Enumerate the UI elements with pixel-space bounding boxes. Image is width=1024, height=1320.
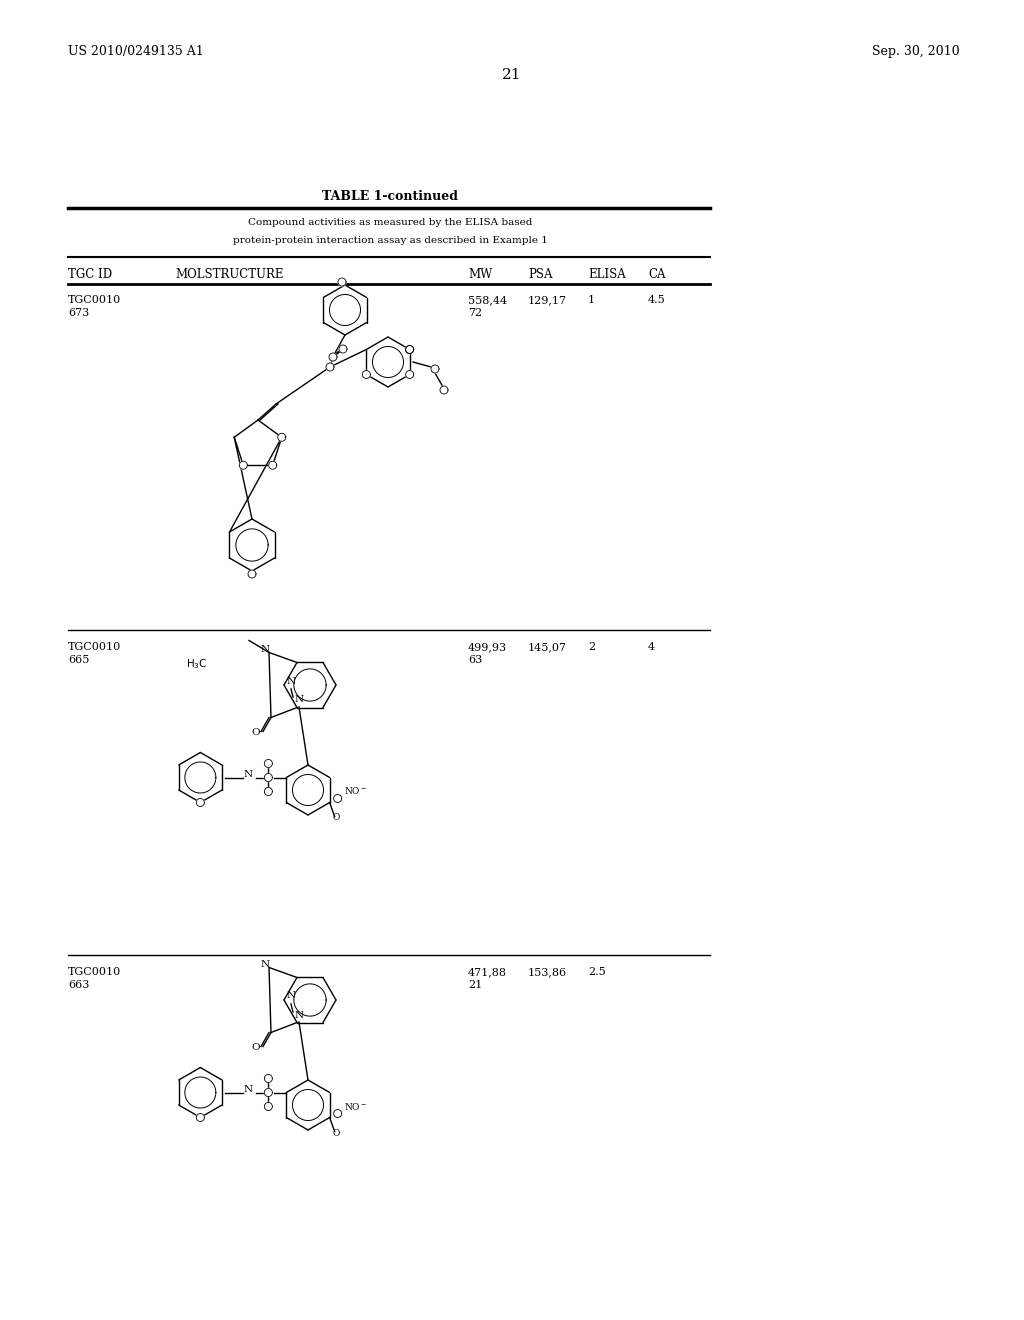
Text: 153,86: 153,86 [528, 968, 567, 977]
Text: N: N [244, 1085, 253, 1094]
Text: TGC0010: TGC0010 [68, 294, 121, 305]
Text: 21: 21 [502, 69, 522, 82]
Polygon shape [278, 433, 286, 441]
Text: 673: 673 [68, 308, 89, 318]
Text: O: O [333, 813, 340, 822]
Text: 558,44: 558,44 [468, 294, 507, 305]
Text: ELISA: ELISA [588, 268, 626, 281]
Polygon shape [264, 1102, 272, 1110]
Text: $\mathrm{H_3C}$: $\mathrm{H_3C}$ [186, 657, 208, 671]
Polygon shape [431, 366, 439, 374]
Polygon shape [264, 788, 272, 796]
Text: CA: CA [648, 268, 666, 281]
Text: N: N [295, 1011, 304, 1019]
Polygon shape [334, 1110, 342, 1118]
Text: NO$^-$: NO$^-$ [344, 785, 367, 796]
Text: 2: 2 [588, 642, 595, 652]
Text: 1: 1 [588, 294, 595, 305]
Polygon shape [264, 1074, 272, 1082]
Text: N: N [244, 770, 253, 779]
Text: 72: 72 [468, 308, 482, 318]
Polygon shape [406, 346, 414, 354]
Text: PSA: PSA [528, 268, 553, 281]
Text: TABLE 1-continued: TABLE 1-continued [322, 190, 458, 203]
Text: 21: 21 [468, 979, 482, 990]
Text: N: N [287, 991, 296, 1001]
Polygon shape [248, 570, 256, 578]
Text: US 2010/0249135 A1: US 2010/0249135 A1 [68, 45, 204, 58]
Polygon shape [329, 352, 337, 360]
Text: O: O [333, 1129, 340, 1138]
Text: TGC0010: TGC0010 [68, 968, 121, 977]
Text: 63: 63 [468, 655, 482, 665]
Text: MOLSTRUCTURE: MOLSTRUCTURE [175, 268, 284, 281]
Text: protein-protein interaction assay as described in Example 1: protein-protein interaction assay as des… [232, 236, 548, 246]
Text: Sep. 30, 2010: Sep. 30, 2010 [872, 45, 961, 58]
Text: 2.5: 2.5 [588, 968, 606, 977]
Text: 665: 665 [68, 655, 89, 665]
Polygon shape [268, 461, 276, 469]
Text: Compound activities as measured by the ELISA based: Compound activities as measured by the E… [248, 218, 532, 227]
Text: O: O [251, 1043, 260, 1052]
Text: TGC ID: TGC ID [68, 268, 112, 281]
Polygon shape [362, 371, 371, 379]
Polygon shape [264, 759, 272, 767]
Polygon shape [240, 461, 248, 469]
Polygon shape [406, 346, 414, 354]
Text: N: N [261, 645, 270, 653]
Polygon shape [197, 1114, 205, 1122]
Text: 4: 4 [648, 642, 655, 652]
Text: 4.5: 4.5 [648, 294, 666, 305]
Polygon shape [334, 795, 342, 803]
Polygon shape [339, 345, 347, 352]
Text: O: O [251, 729, 260, 737]
Text: N: N [295, 696, 304, 705]
Text: 499,93: 499,93 [468, 642, 507, 652]
Text: TGC0010: TGC0010 [68, 642, 121, 652]
Text: NO$^-$: NO$^-$ [344, 1101, 367, 1111]
Text: MW: MW [468, 268, 493, 281]
Polygon shape [406, 371, 414, 379]
Polygon shape [264, 774, 272, 781]
Text: 663: 663 [68, 979, 89, 990]
Polygon shape [338, 279, 346, 286]
Text: 471,88: 471,88 [468, 968, 507, 977]
Polygon shape [326, 363, 334, 371]
Text: 129,17: 129,17 [528, 294, 567, 305]
Polygon shape [264, 1089, 272, 1097]
Polygon shape [197, 799, 205, 807]
Text: 145,07: 145,07 [528, 642, 567, 652]
Polygon shape [440, 385, 449, 393]
Text: N: N [261, 960, 270, 969]
Text: N: N [287, 676, 296, 685]
